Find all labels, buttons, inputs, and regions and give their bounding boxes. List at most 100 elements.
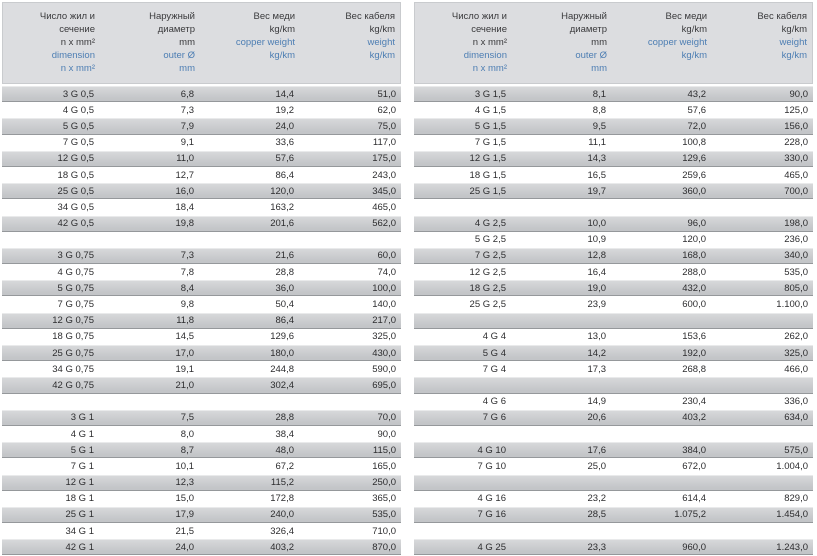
table-cell-dimension: 4 G 25	[477, 541, 506, 553]
table-cell-dimension: 34 G 0,5	[57, 201, 94, 213]
table-cell-copper-weight: 326,4	[270, 525, 294, 537]
table-row: 25 G 2,5 23,9 600,0 1.100,0	[414, 296, 813, 312]
table-cell-outer-diameter: 17,0	[175, 347, 195, 359]
table-cell-outer-diameter: 12,7	[175, 169, 195, 181]
table-cell-cable-weight: 535,0	[372, 509, 396, 521]
table-cell-dimension: 3 G 1,5	[474, 88, 506, 100]
table-cell-dimension: 7 G 4	[482, 363, 506, 375]
header-label: kg/km	[781, 24, 807, 35]
table-cell-cable-weight: 236,0	[784, 234, 808, 246]
table-row: 12 G 0,5 11,0 57,6 175,0	[2, 150, 401, 167]
table-cell-outer-diameter: 10,0	[587, 218, 607, 230]
table-cell-copper-weight: 57,6	[275, 153, 295, 165]
table-row: 18 G 0,5 12,7 86,4 243,0	[2, 167, 401, 183]
table-row: 42 G 1 24,0 403,2 870,0	[2, 539, 401, 556]
table-cell-copper-weight: 384,0	[682, 444, 706, 456]
table-cell-copper-weight: 96,0	[687, 218, 707, 230]
table-row: 5 G 0,5 7,9 24,0 75,0	[2, 118, 401, 135]
table-row: 3 G 0,5 6,8 14,4 51,0	[2, 86, 401, 103]
table-cell-copper-weight: 33,6	[275, 137, 295, 149]
table-cell-copper-weight: 168,0	[682, 250, 706, 262]
table-cell-outer-diameter: 10,1	[175, 460, 195, 472]
table-cell-dimension: 12 G 1	[65, 477, 94, 489]
table-cell-outer-diameter: 21,5	[175, 525, 195, 537]
table-cell-outer-diameter: 7,5	[180, 412, 194, 424]
table-cell-dimension: 7 G 6	[482, 412, 506, 424]
table-cell-outer-diameter: 9,8	[180, 299, 194, 311]
table-cell-outer-diameter: 23,9	[587, 299, 607, 311]
table-cell-copper-weight: 115,2	[270, 477, 294, 489]
table-cell-copper-weight: 67,2	[275, 460, 295, 472]
table-cell-dimension: 12 G 0,75	[52, 315, 94, 327]
table-cell-copper-weight: 14,4	[275, 88, 295, 100]
header-label-translation: dimension	[51, 50, 95, 61]
table-cell-outer-diameter: 17,9	[175, 509, 195, 521]
header-label-translation: kg/km	[269, 50, 295, 61]
table-cell-cable-weight: 117,0	[372, 137, 396, 149]
table-cell-cable-weight: 700,0	[784, 185, 808, 197]
table-cell-copper-weight: 86,4	[275, 315, 295, 327]
table-cell-outer-diameter: 20,6	[587, 412, 607, 424]
table-row: 7 G 1 10,1 67,2 165,0	[2, 458, 401, 474]
table-cell-cable-weight: 115,0	[372, 444, 396, 456]
table-cell-cable-weight: 710,0	[372, 525, 396, 537]
table-row: 4 G 0,5 7,3 19,2 62,0	[2, 102, 401, 118]
table-cell-cable-weight: 62,0	[377, 104, 397, 116]
table-row: 5 G 1 8,7 48,0 115,0	[2, 442, 401, 459]
column-header-outer-diameter: Наружный диаметр mm outer Ø mm	[512, 10, 612, 83]
column-header-cable-weight: Вес кабеля kg/km weight kg/km	[712, 10, 812, 83]
table-cell-outer-diameter: 14,2	[587, 347, 607, 359]
table-cell-outer-diameter: 12,8	[587, 250, 607, 262]
table-row: 4 G 25 23,3 960,0 1.243,0	[414, 539, 813, 556]
header-label: mm	[179, 37, 195, 48]
table-cell-outer-diameter: 11,1	[588, 137, 606, 149]
table-cell-cable-weight: 140,0	[372, 299, 396, 311]
table-cell-outer-diameter: 7,8	[180, 266, 194, 278]
table-cell-outer-diameter: 16,5	[587, 169, 607, 181]
column-header-dimension: Число жил и сечение n x mm² dimension n x mm…	[3, 10, 100, 83]
table-row: 7 G 10 25,0 672,0 1.004,0	[414, 458, 813, 474]
header-label-translation: mm	[591, 63, 607, 74]
header-label-translation: n x mm²	[60, 63, 95, 74]
table-cell-copper-weight: 259,6	[682, 169, 706, 181]
table-row: 5 G 4 14,2 192,0 325,0	[414, 345, 813, 362]
header-label-translation: weight	[779, 37, 807, 48]
header-label: Число жил и	[39, 11, 95, 22]
table-cell-copper-weight: 38,4	[275, 428, 295, 440]
table-row: 7 G 4 17,3 268,8 466,0	[414, 361, 813, 377]
table-cell-dimension: 7 G 0,75	[57, 299, 94, 311]
table-cell-copper-weight: 43,2	[687, 88, 707, 100]
table-cell-dimension: 5 G 0,75	[57, 282, 94, 294]
table-cell-cable-weight: 465,0	[372, 201, 396, 213]
table-cell-outer-diameter: 8,4	[180, 282, 194, 294]
table-row: 5 G 2,5 10,9 120,0 236,0	[414, 232, 813, 248]
table-cell-outer-diameter: 17,6	[587, 444, 607, 456]
table-cell-copper-weight: 432,0	[682, 282, 706, 294]
header-label: сечение	[59, 24, 95, 35]
table-cell-outer-diameter: 8,0	[180, 428, 194, 440]
table-cell-cable-weight: 1.100,0	[776, 299, 808, 311]
table-cell-copper-weight: 244,8	[270, 363, 294, 375]
table-row: 5 G 1,5 9,5 72,0 156,0	[414, 118, 813, 135]
table-cell-copper-weight: 288,0	[682, 266, 706, 278]
table-cell-outer-diameter: 25,0	[587, 460, 607, 472]
table-cell-cable-weight: 217,0	[372, 315, 396, 327]
table-cell-cable-weight: 575,0	[784, 444, 808, 456]
header-label-translation: kg/km	[681, 50, 707, 61]
table-cell-copper-weight: 129,6	[682, 153, 706, 165]
table-cell-cable-weight: 466,0	[784, 363, 808, 375]
table-cell-outer-diameter: 19,0	[587, 282, 607, 294]
table-cell-outer-diameter: 16,0	[175, 185, 195, 197]
column-header-cable-weight: Вес кабеля kg/km weight kg/km	[300, 10, 400, 83]
table-cell-cable-weight: 74,0	[377, 266, 397, 278]
table-cell-cable-weight: 695,0	[372, 379, 396, 391]
table-cell-dimension: 4 G 6	[482, 396, 506, 408]
table-row: 18 G 1 15,0 172,8 365,0	[2, 491, 401, 507]
table-cell-cable-weight: 125,0	[784, 104, 808, 116]
column-header-outer-diameter: Наружный диаметр mm outer Ø mm	[100, 10, 200, 83]
table-row: 18 G 0,75 14,5 129,6 325,0	[2, 329, 401, 345]
table-cell-copper-weight: 100,8	[682, 137, 706, 149]
table-cell-dimension: 7 G 1	[70, 460, 94, 472]
table-row: 18 G 2,5 19,0 432,0 805,0	[414, 280, 813, 297]
